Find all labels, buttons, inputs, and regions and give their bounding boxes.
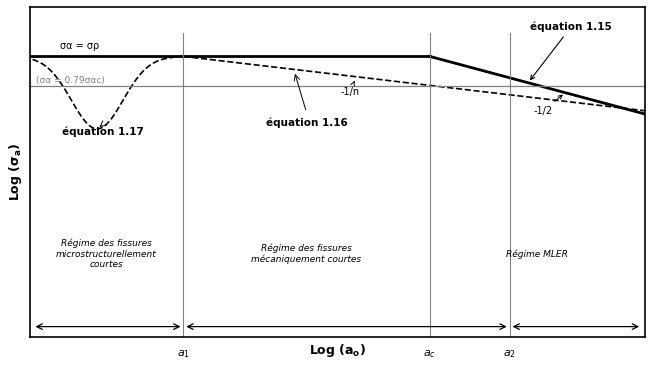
Text: Régime MLER: Régime MLER <box>507 249 569 259</box>
Text: σα = σρ: σα = σρ <box>60 41 100 52</box>
Text: (σα = 0.79σαc): (σα = 0.79σαc) <box>36 76 104 85</box>
Text: équation 1.15: équation 1.15 <box>530 22 612 79</box>
Text: -1/2: -1/2 <box>534 95 562 116</box>
Text: $a_c$: $a_c$ <box>423 348 436 360</box>
Text: équation 1.16: équation 1.16 <box>265 117 348 127</box>
Text: Régime des fissures
microstructurellement
courtes: Régime des fissures microstructurellemen… <box>56 239 157 269</box>
Text: Régime des fissures
mécaniquement courtes: Régime des fissures mécaniquement courte… <box>252 244 362 264</box>
X-axis label: $\mathbf{Log\ (a_o)}$: $\mathbf{Log\ (a_o)}$ <box>309 342 366 359</box>
Text: -1/n: -1/n <box>340 81 359 97</box>
Text: $a_2$: $a_2$ <box>503 348 516 360</box>
Text: équation 1.17: équation 1.17 <box>63 127 144 137</box>
Text: $a_1$: $a_1$ <box>177 348 190 360</box>
Y-axis label: $\mathbf{Log\ (\sigma_a)}$: $\mathbf{Log\ (\sigma_a)}$ <box>7 143 24 201</box>
